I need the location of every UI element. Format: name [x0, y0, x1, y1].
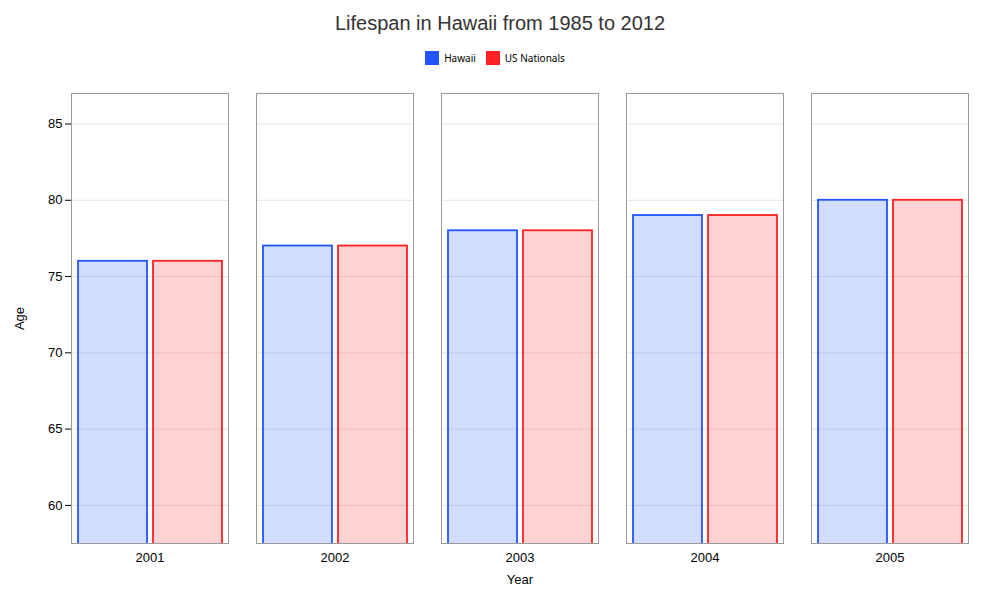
svg-text:2003: 2003: [506, 550, 535, 565]
html-text:US Nationals: US Nationals: [504, 50, 565, 65]
svg-text:2002: 2002: [321, 550, 350, 565]
svg-text:2005: 2005: [876, 550, 905, 565]
html-text:Hawaii: Hawaii: [444, 50, 476, 65]
svg-text:2001: 2001: [136, 550, 165, 565]
svg-text:75: 75: [48, 269, 62, 284]
svg-text:Year: Year: [507, 572, 534, 587]
svg-text:Age: Age: [12, 307, 27, 330]
svg-text:65: 65: [48, 421, 62, 436]
svg-text:60: 60: [48, 498, 62, 513]
svg-text:80: 80: [48, 192, 62, 207]
svg-text:85: 85: [48, 116, 62, 131]
svg-text:70: 70: [48, 345, 62, 360]
html-text:Lifespan in Hawaii from 1985 t: Lifespan in Hawaii from 1985 to 2012: [334, 12, 666, 34]
svg-text:2004: 2004: [691, 550, 720, 565]
